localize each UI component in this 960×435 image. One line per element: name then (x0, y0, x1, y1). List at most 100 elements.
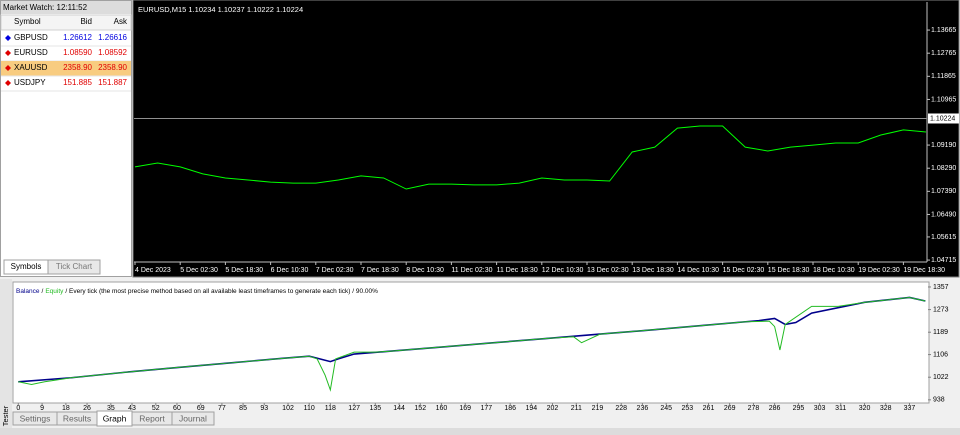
x-tick-label: 194 (525, 405, 537, 412)
x-tick-label: 52 (152, 405, 160, 412)
tab-label[interactable]: Settings (20, 413, 51, 423)
x-tick-label: 77 (218, 405, 226, 412)
tab-label[interactable]: Tick Chart (56, 262, 93, 271)
y-tick-label: 1.06490 (931, 211, 956, 218)
symbol-icon[interactable] (5, 50, 11, 56)
legend-entry: Balance (16, 288, 40, 295)
tab-label[interactable]: Graph (103, 413, 127, 423)
x-tick-label: 12 Dec 10:30 (542, 267, 584, 274)
symbol-icon[interactable] (5, 80, 11, 86)
tab[interactable] (47, 259, 101, 275)
x-tick-label: 9 (40, 405, 44, 412)
x-tick-label: 15 Dec 02:30 (723, 267, 765, 274)
ask: 1.08592 (98, 48, 127, 57)
y-tick-label: 1.04715 (931, 257, 956, 264)
symbol-icon[interactable] (5, 35, 11, 41)
market-watch-title: Market Watch: 12:11:52 (3, 3, 88, 12)
x-tick-label: 11 Dec 18:30 (497, 267, 538, 274)
x-tick-label: 219 (592, 405, 604, 412)
x-tick-label: 6 Dec 10:30 (271, 267, 309, 274)
symbol[interactable]: XAUUSD (14, 63, 48, 72)
x-tick-label: 286 (769, 405, 781, 412)
x-tick-label: 4 Dec 2023 (135, 267, 171, 274)
y-tick-label: 1.12765 (931, 50, 956, 57)
ask: 1.26616 (98, 33, 127, 42)
x-tick-label: 19 Dec 02:30 (858, 267, 900, 274)
y-tick-label: 1273 (933, 306, 949, 313)
ask: 151.887 (98, 78, 127, 87)
y-tick-label: 1.05615 (931, 234, 956, 241)
y-tick-label: 1357 (933, 284, 949, 291)
x-tick-label: 236 (637, 405, 649, 412)
x-tick-label: 11 Dec 02:30 (451, 267, 492, 274)
x-tick-label: 102 (282, 405, 294, 412)
x-tick-label: 85 (239, 405, 247, 412)
x-tick-label: 160 (436, 405, 448, 412)
y-tick-label: 938 (933, 397, 945, 404)
x-tick-label: 337 (904, 405, 916, 412)
market-watch-titlebar (1, 1, 131, 14)
graph-header: Balance / Equity / Every tick (the most pre… (16, 288, 378, 295)
tab-label[interactable]: Report (139, 413, 165, 423)
x-tick-label: 14 Dec 10:30 (677, 267, 719, 274)
x-tick-label: 60 (173, 405, 181, 412)
tab-label[interactable]: Results (63, 413, 91, 423)
x-tick-label: 245 (660, 405, 672, 412)
x-tick-label: 228 (615, 405, 627, 412)
status-bar (0, 428, 960, 435)
y-tick-label: 1.10965 (931, 96, 956, 103)
x-tick-label: 328 (880, 405, 892, 412)
tester-graph-panel (12, 281, 930, 404)
x-tick-label: 211 (571, 405, 582, 412)
x-tick-label: 7 Dec 02:30 (316, 267, 354, 274)
x-tick-label: 8 Dec 10:30 (406, 267, 444, 274)
tester-label: Tester (1, 405, 10, 426)
symbol-icon[interactable] (5, 65, 11, 71)
last-price-label: 1.10224 (930, 115, 955, 122)
x-tick-label: 18 (62, 405, 70, 412)
x-tick-label: 186 (504, 405, 516, 412)
table-header (0, 14, 132, 31)
series-line (18, 296, 926, 392)
price-chart-panel (132, 0, 960, 278)
tab-label[interactable]: Symbols (11, 262, 42, 271)
x-tick-label: 320 (859, 405, 871, 412)
y-tick-label: 1106 (933, 351, 948, 358)
x-tick-label: 144 (393, 405, 405, 412)
symbol[interactable]: EURUSD (14, 48, 48, 57)
tab-label[interactable]: Journal (179, 413, 207, 423)
symbol[interactable]: USDJPY (14, 78, 46, 87)
symbol[interactable]: GBPUSD (14, 33, 48, 42)
x-tick-label: 278 (748, 405, 760, 412)
tab[interactable] (171, 411, 215, 426)
x-tick-label: 18 Dec 10:30 (813, 267, 855, 274)
tester-side-bar (0, 279, 12, 429)
x-tick-label: 127 (348, 405, 360, 412)
legend-entry: Equity (45, 288, 64, 295)
column-header: Bid (80, 17, 92, 26)
x-tick-label: 26 (83, 405, 91, 412)
x-tick-label: 295 (793, 405, 805, 412)
x-tick-label: 7 Dec 18:30 (361, 267, 399, 274)
x-tick-label: 269 (724, 405, 736, 412)
y-tick-label: 1.13665 (931, 27, 956, 34)
y-tick-label: 1022 (933, 374, 949, 381)
x-tick-label: 5 Dec 02:30 (180, 267, 218, 274)
y-tick-label: 1.09190 (931, 142, 956, 149)
x-tick-label: 311 (835, 405, 846, 412)
bid: 151.885 (63, 78, 92, 87)
x-tick-label: 261 (703, 405, 715, 412)
bid: 1.08590 (63, 48, 92, 57)
x-tick-label: 253 (682, 405, 694, 412)
x-tick-label: 303 (814, 405, 826, 412)
graph-subtitle: / Every tick (the most precise method ba… (65, 288, 378, 295)
x-tick-label: 19 Dec 18:30 (903, 267, 945, 274)
x-tick-label: 69 (197, 405, 205, 412)
x-tick-label: 15 Dec 18:30 (768, 267, 810, 274)
y-tick-label: 1.08290 (931, 165, 956, 172)
bid: 2358.90 (63, 63, 92, 72)
x-tick-label: 43 (128, 405, 136, 412)
x-tick-label: 202 (547, 405, 559, 412)
x-tick-label: 169 (459, 405, 471, 412)
